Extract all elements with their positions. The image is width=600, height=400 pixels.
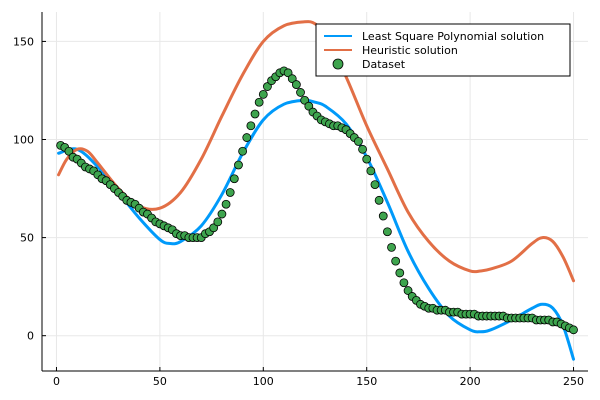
dataset-point — [366, 166, 376, 176]
y-tick-label: 50 — [20, 232, 34, 245]
legend-swatch-dataset — [332, 58, 344, 70]
dataset-point — [229, 174, 239, 184]
dataset-point — [258, 89, 268, 99]
dataset-point — [569, 325, 578, 335]
dataset-point — [374, 195, 384, 205]
dataset-point — [225, 188, 235, 197]
y-tick-label: 0 — [27, 330, 34, 343]
axes — [41, 12, 588, 372]
x-tick-label: 200 — [460, 375, 481, 388]
dataset-point — [246, 121, 256, 131]
dataset-point — [238, 146, 248, 156]
dataset-point — [296, 88, 305, 97]
dataset-point — [362, 154, 372, 164]
x-tick-label: 0 — [53, 375, 60, 388]
legend-label-heuristic: Heuristic solution — [362, 44, 458, 57]
legend: Least Square Polynomial solutionHeuristi… — [315, 23, 571, 77]
x-tick-label: 50 — [153, 375, 167, 388]
dataset-point — [391, 256, 401, 266]
dataset-point — [221, 199, 231, 209]
dataset-point — [378, 211, 388, 221]
y-tick-label: 100 — [13, 134, 34, 147]
y-tick-label: 150 — [13, 35, 34, 48]
dataset-point — [300, 95, 310, 105]
x-tick-label: 250 — [563, 375, 584, 388]
dataset-point — [395, 268, 405, 278]
series-area — [56, 20, 578, 361]
dataset-point — [250, 109, 260, 119]
x-tick-label: 100 — [253, 375, 274, 388]
x-tick-label: 150 — [356, 375, 377, 388]
dataset-point — [287, 74, 297, 84]
dataset-point — [358, 144, 367, 154]
dataset-point — [291, 80, 301, 89]
dataset-point — [254, 97, 264, 107]
legend-label-least-square-polynomial: Least Square Polynomial solution — [362, 30, 544, 43]
dataset-point — [354, 137, 363, 146]
legend-label-dataset: Dataset — [362, 58, 406, 71]
dataset-point — [242, 133, 252, 142]
dataset-point — [213, 217, 223, 227]
dataset-point — [234, 160, 243, 170]
dataset-point — [399, 278, 409, 288]
dataset-point — [382, 227, 392, 237]
dataset-point — [263, 82, 272, 91]
dataset-point — [283, 68, 293, 78]
dataset-point — [304, 101, 314, 111]
tick-labels: 0 50 100 150 200 250 0 50 100 150 — [13, 35, 584, 388]
dataset-point — [403, 286, 413, 295]
dataset-point — [217, 209, 227, 219]
dataset-point — [387, 243, 396, 252]
dataset-point — [209, 223, 219, 233]
dataset-point — [370, 180, 380, 190]
legend-box — [315, 23, 571, 77]
dataset-point — [64, 146, 74, 156]
